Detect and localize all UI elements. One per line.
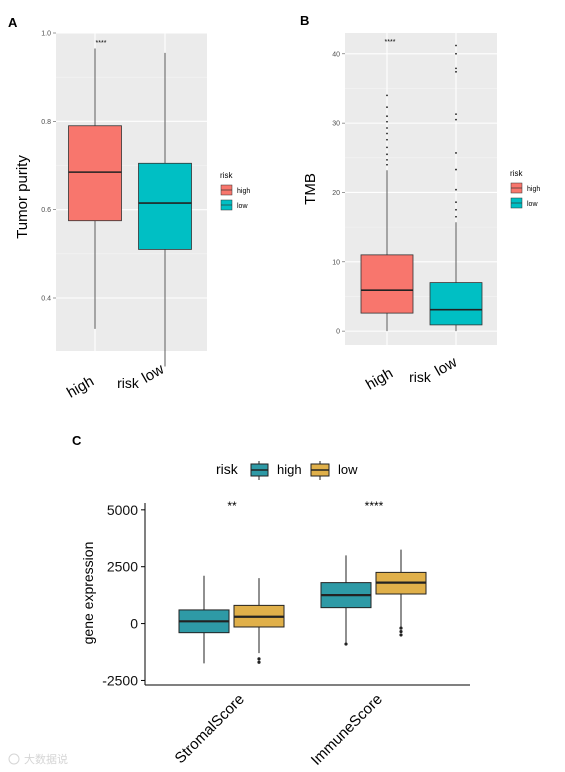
panelB-high-outlier xyxy=(386,106,388,109)
panelB-high-outlier xyxy=(386,138,388,141)
panelB-low-outlier xyxy=(455,118,457,121)
panel-b-legend-label-high: high xyxy=(527,186,540,193)
panelB-y-tick-label: 10 xyxy=(332,259,340,266)
panel-c-legend-swatch-high xyxy=(250,461,269,480)
panelB-low-outlier xyxy=(455,215,457,218)
panelA-y-tick-label: 1.0 xyxy=(41,31,51,38)
panel-c-y-axis-title: gene expression xyxy=(80,542,96,645)
panelA-high-box xyxy=(68,125,122,222)
panelB-low-outlier xyxy=(455,168,457,171)
panelB-high-outlier xyxy=(386,146,388,149)
panelB-y-tick-label: 20 xyxy=(332,190,340,197)
panel-a-significance: **** xyxy=(96,40,107,47)
panel-c-chart: -2500 0 2500 5000 gene expression StromalSc… xyxy=(80,461,470,769)
watermark-text: 大数据说 xyxy=(24,752,68,766)
panel-label-a: A xyxy=(8,15,18,30)
panelB-low-outlier xyxy=(455,113,457,116)
panel-c-immunescore-high-outlier xyxy=(344,642,348,646)
panelB-low-box xyxy=(429,282,483,326)
panel-label-c: C xyxy=(72,433,82,448)
panel-a-y-ticks: 0.4 0.6 0.8 1.0 xyxy=(41,31,56,303)
panel-c-y-tick-label: 5000 xyxy=(107,502,138,518)
panel-c-boxes xyxy=(178,549,427,664)
panel-c-x-tick-stromal: StromalScore xyxy=(172,691,248,767)
panelA-y-tick-label: 0.8 xyxy=(41,119,51,126)
panelB-y-tick-label: 0 xyxy=(336,329,340,336)
panel-b-x-tick-high: high xyxy=(363,365,396,394)
panel-a-boxes xyxy=(68,48,192,367)
panel-b-x-tick-low: low xyxy=(432,354,460,380)
panel-label-b: B xyxy=(300,13,309,28)
panel-c-legend-label-low: low xyxy=(338,462,358,477)
panel-a-legend-title: risk xyxy=(220,171,233,180)
panelB-high-outlier xyxy=(386,158,388,161)
panel-a-y-axis-title: Tumor purity xyxy=(14,155,31,239)
watermark-logo: 大数据说 xyxy=(8,752,68,766)
panel-b-legend-title: risk xyxy=(510,169,523,178)
panel-b-chart: 0 10 20 30 40 TMB high low risk **** risk hi… xyxy=(302,33,540,394)
panelB-low-outlier xyxy=(455,152,457,154)
panelB-high-outlier xyxy=(386,115,388,118)
panelB-low-outlier xyxy=(455,70,457,73)
panelB-low-outlier xyxy=(455,52,457,55)
panel-c-stromalscore-low-outlier xyxy=(257,657,261,661)
panelB-low-outlier xyxy=(455,44,457,47)
panel-c-stromalscore-low-outlier xyxy=(257,660,261,664)
panelB-high-outlier xyxy=(386,153,388,156)
panel-a-legend-label-low: low xyxy=(237,203,248,210)
panel-a-x-tick-high: high xyxy=(64,373,97,402)
panel-c-y-tick-label: 0 xyxy=(130,616,138,632)
panel-b-x-axis-title: risk xyxy=(409,369,432,385)
panel-b-y-axis-title: TMB xyxy=(302,173,319,205)
panel-a-chart: 0.40.60.81.0 Tumor purity high low risk … xyxy=(14,31,250,402)
panel-c-immunescore-low-outlier xyxy=(399,629,403,634)
panel-a-legend-label-high: high xyxy=(237,188,250,195)
panelB-low-outlier xyxy=(455,188,457,191)
panel-b-boxes xyxy=(360,44,483,332)
panel-c-legend-title: risk xyxy=(216,461,239,477)
panel-c-significance-stromal: ** xyxy=(227,499,237,513)
panelA-y-tick-label: 0.6 xyxy=(41,207,51,214)
panel-b-legend-label-low: low xyxy=(527,201,538,208)
panel-c-y-ticks: -2500 0 2500 5000 xyxy=(102,502,145,688)
panelA-low-box xyxy=(138,162,192,250)
panel-c-legend-label-high: high xyxy=(277,462,302,477)
panel-c-immunescore-low-outlier xyxy=(399,633,403,637)
panel-c-x-tick-immune: ImmuneScore xyxy=(308,691,386,769)
panel-a-x-axis-title: risk xyxy=(117,375,140,391)
panelB-high-outlier xyxy=(386,94,388,97)
panelB-y-tick-label: 40 xyxy=(332,51,340,58)
panelB-high-outlier xyxy=(386,132,388,135)
panelB-low-outlier xyxy=(455,67,457,70)
panel-c-legend-swatch-low xyxy=(310,461,330,480)
panel-c-y-tick-label: -2500 xyxy=(102,672,138,688)
panelB-high-outlier xyxy=(386,163,388,166)
panel-b-y-ticks: 0 10 20 30 40 xyxy=(332,51,345,336)
panelB-high-box xyxy=(360,254,414,314)
panelB-low-outlier xyxy=(455,208,457,211)
panelB-high-outlier xyxy=(386,127,388,129)
panelA-y-tick-label: 0.4 xyxy=(41,296,51,303)
panelB-y-tick-label: 30 xyxy=(332,121,340,128)
panel-c-significance-immune: **** xyxy=(365,499,384,513)
panelB-high-outlier xyxy=(386,120,388,123)
panel-b-significance: **** xyxy=(385,39,396,46)
panel-a-x-tick-low: low xyxy=(139,361,167,387)
panel-c-y-tick-label: 2500 xyxy=(107,559,138,575)
panelB-low-outlier xyxy=(455,201,457,204)
panel-c-immunescore-low-outlier xyxy=(399,626,403,630)
